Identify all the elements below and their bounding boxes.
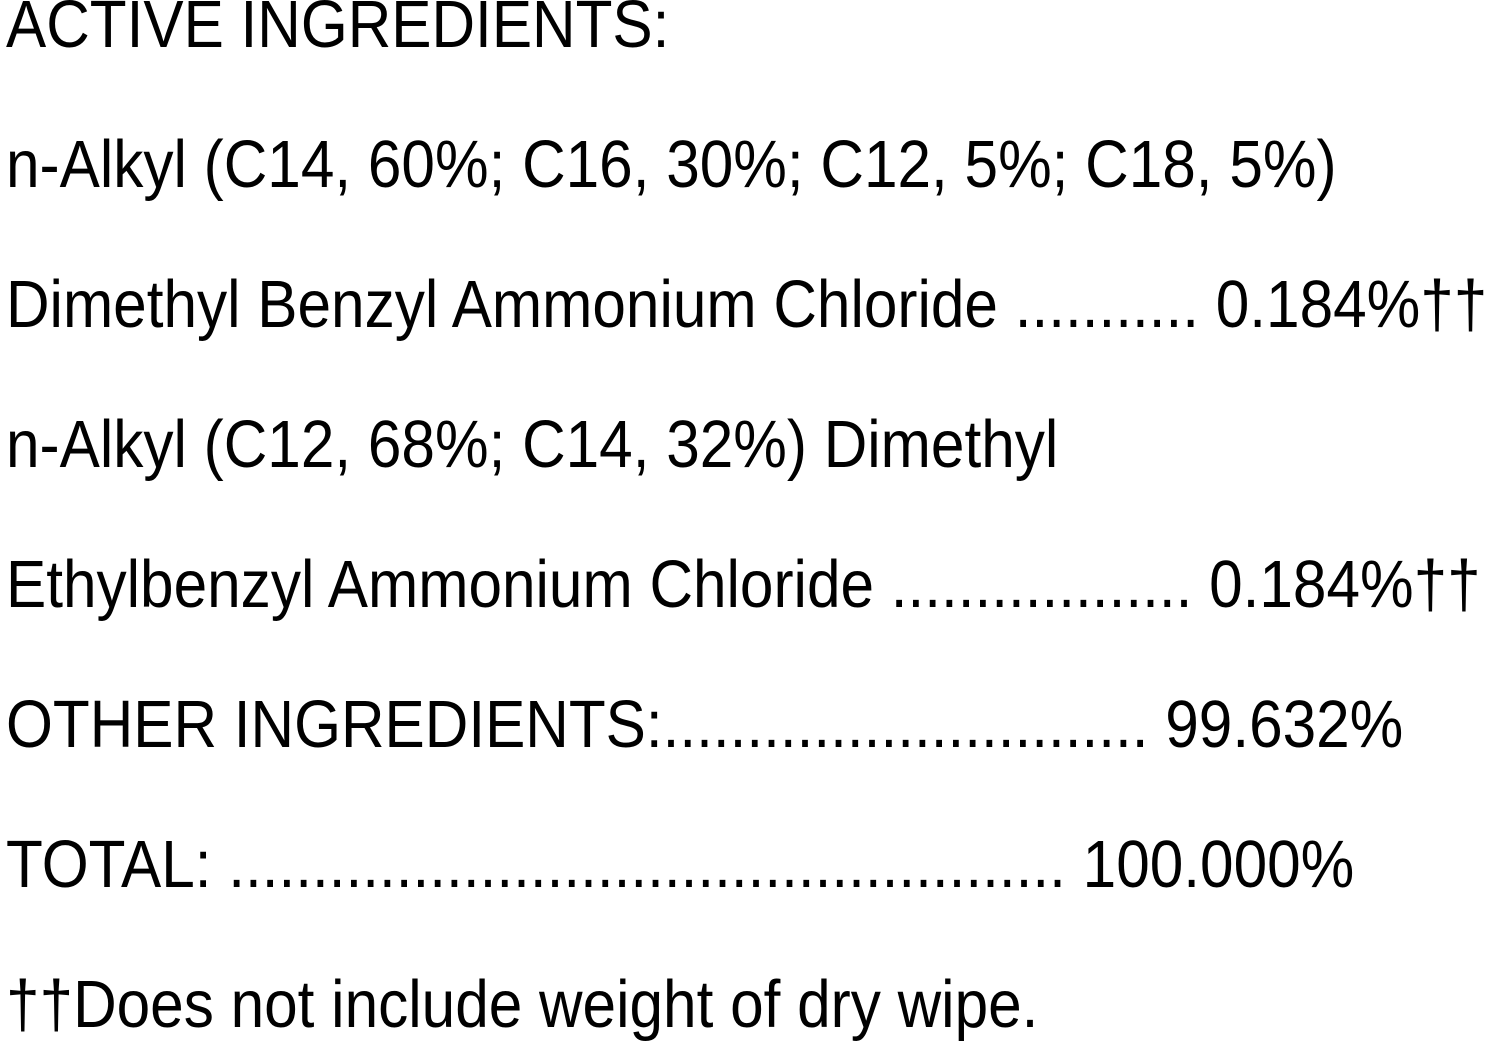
active-ingredient-2-alkyl-line: n-Alkyl (C12, 68%; C14, 32%) Dimethyl (6, 407, 1059, 482)
total-line: TOTAL: .................................… (6, 827, 1355, 902)
other-ingredients-line: OTHER INGREDIENTS:......................… (6, 687, 1404, 762)
dry-wipe-footnote: ††Does not include weight of dry wipe. (6, 967, 1039, 1042)
active-ingredient-1-alkyl-line: n-Alkyl (C14, 60%; C16, 30%; C12, 5%; C1… (6, 127, 1337, 202)
active-ingredient-2-chloride-value-line: Ethylbenzyl Ammonium Chloride ..........… (6, 547, 1481, 622)
active-ingredient-1-chloride-value-line: Dimethyl Benzyl Ammonium Chloride ......… (6, 267, 1488, 342)
active-ingredients-heading: ACTIVE INGREDIENTS: (6, 0, 670, 62)
